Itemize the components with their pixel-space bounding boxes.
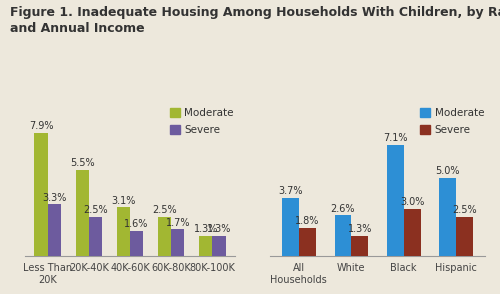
- Text: 5.0%: 5.0%: [436, 166, 460, 176]
- Bar: [34, 133, 48, 256]
- Text: 3.7%: 3.7%: [278, 186, 302, 196]
- Text: 1.3%: 1.3%: [194, 224, 218, 234]
- Text: 3.0%: 3.0%: [400, 197, 424, 208]
- Bar: [440, 178, 456, 256]
- Legend: Moderate, Severe: Moderate, Severe: [170, 108, 234, 136]
- Text: 7.1%: 7.1%: [383, 133, 407, 143]
- Bar: [130, 231, 143, 256]
- Bar: [404, 209, 420, 256]
- Bar: [171, 229, 184, 256]
- Text: Figure 1. Inadequate Housing Among Households With Children, by Race
and Annual : Figure 1. Inadequate Housing Among House…: [10, 6, 500, 35]
- Text: 1.3%: 1.3%: [348, 224, 372, 234]
- Bar: [352, 235, 368, 256]
- Text: 1.8%: 1.8%: [295, 216, 320, 226]
- Text: 2.5%: 2.5%: [83, 205, 108, 215]
- Text: 1.3%: 1.3%: [207, 224, 231, 234]
- Bar: [199, 235, 212, 256]
- Text: 3.1%: 3.1%: [111, 196, 136, 206]
- Bar: [387, 145, 404, 256]
- Text: 2.5%: 2.5%: [152, 205, 177, 215]
- Bar: [117, 208, 130, 256]
- Bar: [48, 204, 61, 256]
- Bar: [299, 228, 316, 256]
- Text: 2.5%: 2.5%: [452, 205, 477, 215]
- Bar: [158, 217, 171, 256]
- Text: 7.9%: 7.9%: [29, 121, 54, 131]
- Text: 2.6%: 2.6%: [330, 204, 355, 214]
- Bar: [212, 235, 226, 256]
- Bar: [334, 215, 351, 256]
- Bar: [282, 198, 299, 256]
- Legend: Moderate, Severe: Moderate, Severe: [420, 108, 484, 136]
- Bar: [456, 217, 473, 256]
- Text: 5.5%: 5.5%: [70, 158, 94, 168]
- Text: 3.3%: 3.3%: [42, 193, 66, 203]
- Bar: [76, 170, 89, 256]
- Text: 1.7%: 1.7%: [166, 218, 190, 228]
- Bar: [89, 217, 102, 256]
- Text: 1.6%: 1.6%: [124, 219, 149, 229]
